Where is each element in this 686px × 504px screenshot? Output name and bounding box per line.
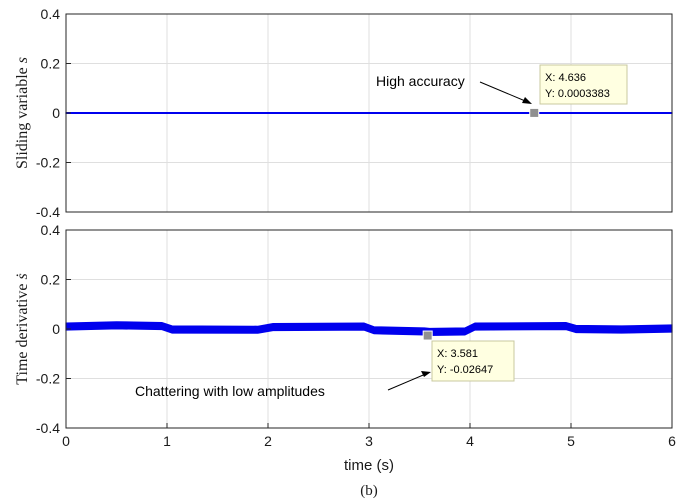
annotation-high-accuracy: High accuracy — [376, 73, 465, 89]
datatip-y-bottom: Y: -0.02647 — [437, 364, 493, 376]
y-tick-label: 0.2 — [41, 56, 61, 72]
x-axis-label: time (s) — [344, 457, 394, 474]
y-tick-label: 0.4 — [41, 222, 61, 238]
datatip-top[interactable]: X: 4.636 Y: 0.0003383 — [529, 64, 628, 118]
x-tick-label: 4 — [466, 433, 474, 449]
y-tick-label: 0 — [52, 105, 60, 121]
datatip-marker-bottom[interactable] — [422, 330, 433, 341]
datatip-x-bottom: X: 3.581 — [437, 348, 478, 360]
datatip-x-top: X: 4.636 — [545, 72, 586, 84]
datatip-y-top: Y: 0.0003383 — [545, 88, 610, 100]
y-axis-label-top: Sliding variable s — [14, 57, 31, 169]
annotation-arrowhead-bottom — [421, 371, 431, 377]
y-tick-label: 0 — [52, 321, 60, 337]
annotation-arrow-bottom — [387, 372, 429, 391]
x-tick-label: 6 — [668, 433, 676, 449]
y-tick-label: 0.2 — [41, 272, 61, 288]
y-tick-label: -0.4 — [36, 420, 60, 436]
y-axis-label-symbol-bottom: ṡ — [14, 273, 31, 279]
datatip-box-top — [539, 64, 628, 105]
y-axis-label-text-bottom: Time derivative — [14, 280, 31, 385]
x-tick-label: 3 — [365, 433, 373, 449]
annotation-arrow-top — [479, 81, 531, 104]
y-ticks-bottom: 0.4 0.2 0 -0.2 -0.4 — [36, 222, 71, 436]
chart-bottom: 0.4 0.2 0 -0.2 -0.4 0 1 2 3 4 5 6 Time derivative … — [14, 222, 676, 474]
x-ticks-bottom: 0 1 2 3 4 5 6 — [62, 423, 676, 449]
y-tick-label: -0.2 — [36, 155, 60, 171]
annotation-chattering: Chattering with low amplitudes — [135, 383, 325, 399]
y-axis-label-text-top: Sliding variable — [14, 63, 31, 169]
datatip-box-bottom — [431, 340, 515, 382]
series-top — [65, 112, 673, 114]
x-tick-label: 5 — [567, 433, 575, 449]
datatip-marker-top[interactable] — [529, 107, 540, 118]
x-tick-label: 0 — [62, 433, 70, 449]
y-axis-label-symbol-top: s — [14, 57, 31, 63]
y-tick-label: -0.2 — [36, 371, 60, 387]
y-axis-label-bottom: Time derivative ṡ — [14, 273, 31, 384]
x-tick-label: 1 — [163, 433, 171, 449]
series-band — [65, 112, 673, 114]
y-ticks-top: 0.4 0.2 0 -0.2 -0.4 — [36, 6, 71, 220]
y-tick-label: 0.4 — [41, 6, 61, 22]
x-tick-label: 2 — [264, 433, 272, 449]
datatip-bottom[interactable]: X: 3.581 Y: -0.02647 — [422, 330, 515, 382]
annotation-arrowhead-top — [522, 97, 532, 104]
figure-caption: (b) — [360, 483, 378, 499]
y-tick-label: -0.4 — [36, 204, 60, 220]
chart-top: 0.4 0.2 0 -0.2 -0.4 Sliding variable s High … — [14, 6, 673, 220]
